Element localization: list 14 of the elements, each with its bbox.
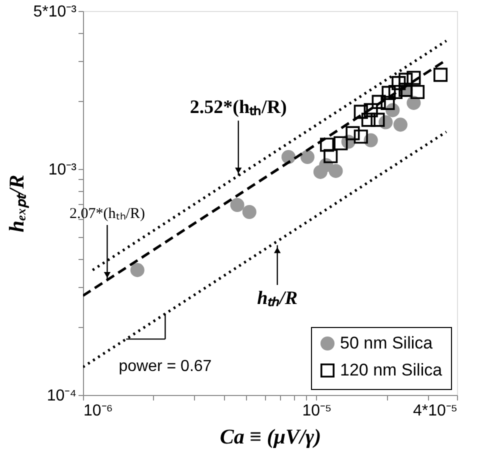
x-tick-label: 10⁻⁵ xyxy=(302,402,332,420)
x-tick-label: 10⁻⁶ xyxy=(84,402,113,420)
annotation: 2.52*(hₜₕ/R) xyxy=(190,96,287,118)
y-axis-title: hₑₓₚₜ/R xyxy=(4,174,30,232)
y-tick-label: 10⁻³ xyxy=(48,161,78,178)
annotation: hₜₕ/R xyxy=(257,288,298,310)
y-tick-label: 5*10⁻³ xyxy=(33,4,78,20)
x-axis-title: Ca ≡ (μV/γ) xyxy=(220,424,322,448)
annotation: 2.07*(hₜₕ/R) xyxy=(70,206,145,222)
annotation: power = 0.67 xyxy=(118,358,212,376)
legend-label: 120 nm Silica xyxy=(340,360,443,380)
legend-label: 50 nm Silica xyxy=(340,334,434,352)
x-tick-label: 4*10⁻⁵ xyxy=(412,402,458,420)
y-tick-label: 10⁻⁴ xyxy=(46,388,77,404)
